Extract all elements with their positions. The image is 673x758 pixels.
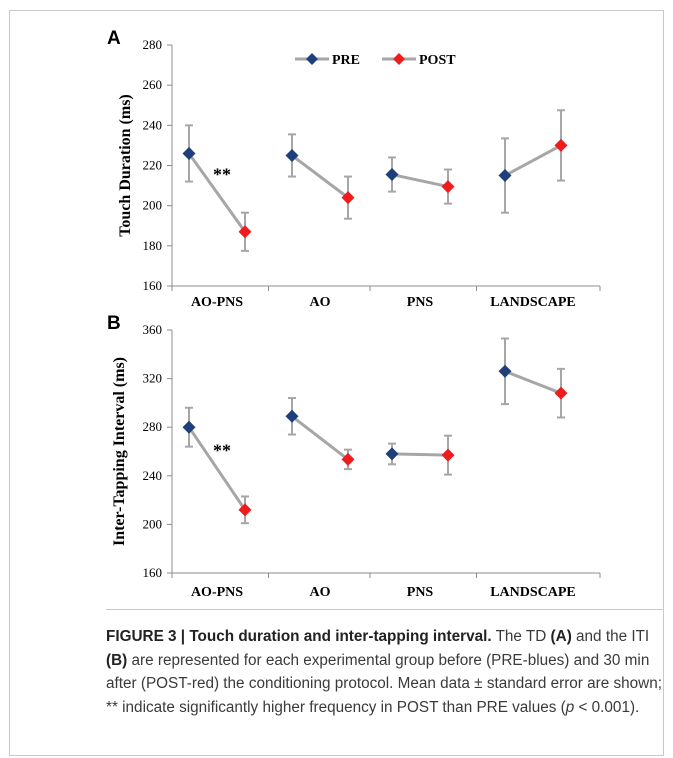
connector-line (391, 173, 449, 189)
x-tick-label: AO-PNS (191, 295, 243, 310)
y-tick-label: 280 (143, 419, 163, 434)
legend-label: POST (419, 53, 456, 68)
data-point-post (441, 180, 455, 194)
data-point-post (238, 503, 252, 517)
caption-text-2: and the ITI (571, 628, 650, 645)
panel-label: B (107, 313, 121, 334)
caption-p-symbol: p (565, 698, 575, 716)
x-tick-label: LANDSCAPE (490, 295, 576, 310)
data-point-pre (285, 409, 299, 423)
data-point-pre (498, 364, 512, 378)
data-point-pre (285, 148, 299, 162)
y-tick-label: 360 (143, 322, 163, 337)
figure-charts: A 160 180 200 220 240 260 280 AO-PNS AO PNS LANDSCA… (107, 28, 601, 600)
data-point-pre (385, 447, 399, 461)
data-point-pre (182, 420, 196, 434)
data-point-post (341, 452, 355, 466)
connector-line (291, 154, 349, 199)
caption-separator (106, 609, 664, 610)
x-tick-label: AO-PNS (191, 585, 243, 600)
data-point-post (341, 191, 355, 205)
x-tick-label: AO (310, 295, 331, 310)
significance-annotation: ** (213, 441, 231, 461)
y-tick-label: 240 (143, 117, 163, 132)
y-tick-label: 280 (143, 37, 163, 52)
x-tick-label: PNS (407, 585, 434, 600)
figure-frame (9, 10, 664, 756)
caption-panel-a: (A) (550, 628, 572, 645)
connector-line (187, 152, 247, 233)
x-tick-label: PNS (407, 295, 434, 310)
caption-text-1: The TD (491, 628, 551, 645)
caption-text-3: are represented for each experimental gr… (106, 651, 662, 716)
data-point-post (554, 386, 568, 400)
data-point-pre (385, 168, 399, 182)
caption-panel-b: (B) (106, 651, 128, 669)
connector-line (187, 426, 247, 511)
chart-panel-a: A 160 180 200 220 240 260 280 AO-PNS AO PNS LANDSCA… (107, 28, 601, 310)
legend-swatch-marker (306, 53, 318, 65)
connector-line (504, 369, 562, 395)
significance-annotation: ** (213, 165, 231, 185)
data-point-post (554, 138, 568, 152)
data-point-pre (182, 146, 196, 160)
y-tick-label: 160 (143, 565, 163, 580)
data-point-post (441, 448, 455, 462)
figure-caption: FIGURE 3 | Touch duration and inter-tapp… (106, 625, 662, 719)
connector-line (291, 415, 349, 461)
panel-label: A (107, 28, 121, 49)
y-axis-label: Touch Duration (ms) (117, 94, 134, 237)
x-tick-label: AO (310, 585, 331, 600)
caption-text-4: < 0.001). (574, 698, 640, 716)
connector-line (504, 144, 562, 177)
y-tick-label: 200 (143, 198, 163, 213)
legend-label: PRE (332, 53, 360, 68)
connector-line (391, 452, 449, 457)
y-tick-label: 180 (143, 238, 163, 253)
y-tick-label: 200 (143, 516, 163, 531)
legend: PRE POST (295, 53, 456, 68)
y-tick-label: 160 (143, 278, 163, 293)
legend-swatch-marker (393, 53, 405, 65)
y-tick-label: 320 (143, 371, 163, 386)
y-tick-label: 240 (143, 468, 163, 483)
data-point-post (238, 225, 252, 239)
chart-panel-b: B 160 200 240 280 320 360 AO-PNS AO PNS LANDSCAPE I… (107, 313, 601, 600)
data-point-pre (498, 169, 512, 183)
y-axis-label: Inter-Tapping Interval (ms) (111, 357, 128, 546)
y-tick-label: 220 (143, 158, 163, 173)
caption-figure-label: FIGURE 3 | Touch duration and inter-tapp… (106, 628, 492, 645)
x-tick-label: LANDSCAPE (490, 585, 576, 600)
y-tick-label: 260 (143, 77, 163, 92)
